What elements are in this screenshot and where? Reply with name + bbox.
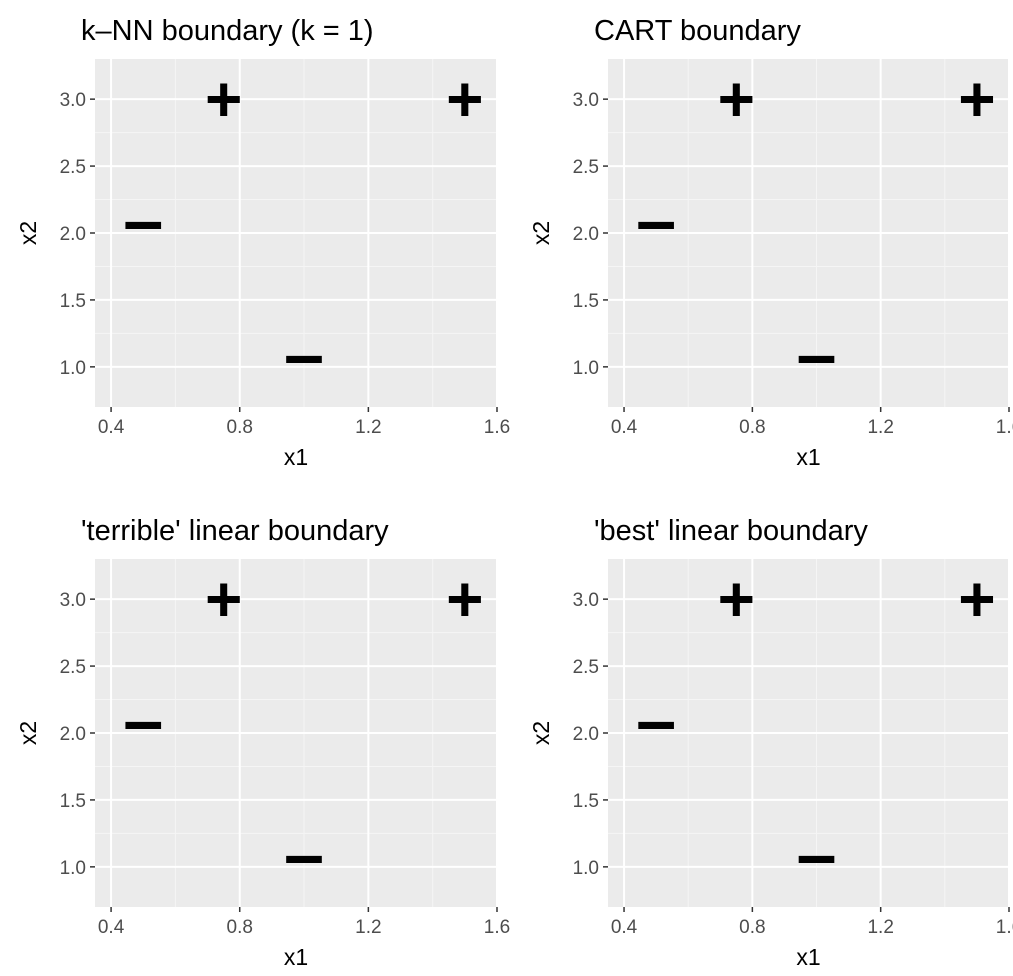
- y-tick-label: 1.0: [573, 858, 599, 879]
- point-negative: –: [123, 681, 163, 761]
- panel-1: 0.4 0.8 1.2 1.6 1.0 1.5 2.0 2.5 3.0 k–NN boundary…: [15, 15, 510, 470]
- y-tick-label: 2.5: [573, 657, 599, 678]
- y-tick-label: 1.5: [60, 291, 86, 312]
- x-tick-label: 0.4: [611, 417, 638, 438]
- y-tick-label: 2.0: [60, 224, 86, 245]
- y-tick-label: 2.5: [60, 657, 86, 678]
- x-tick-label: 0.4: [98, 917, 125, 938]
- x-tick-label: 0.8: [739, 917, 765, 938]
- panel-title: k–NN boundary (k = 1): [81, 15, 374, 47]
- x-tick-label: 0.8: [227, 417, 253, 438]
- point-positive: +: [718, 63, 755, 135]
- x-tick-label: 0.4: [98, 417, 125, 438]
- panel-title: 'best' linear boundary: [594, 515, 868, 547]
- point-positive: +: [718, 563, 755, 635]
- point-positive: +: [958, 63, 995, 135]
- y-axis-title: x2: [15, 721, 41, 745]
- x-tick-label: 0.8: [227, 917, 253, 938]
- x-tick-label: 1.6: [484, 417, 510, 438]
- x-axis-title: x1: [796, 944, 820, 970]
- x-tick-label: 1.2: [355, 917, 381, 938]
- y-tick-label: 1.0: [60, 858, 86, 879]
- x-tick-label: 1.6: [996, 917, 1013, 938]
- y-tick-label: 2.0: [573, 224, 599, 245]
- point-negative: –: [284, 815, 324, 895]
- y-axis-title: x2: [528, 721, 554, 745]
- y-axis-title: x2: [528, 221, 554, 245]
- y-tick-label: 3.0: [573, 590, 599, 611]
- point-negative: –: [284, 315, 324, 395]
- x-axis-title: x1: [284, 944, 308, 970]
- y-tick-label: 1.0: [60, 358, 86, 379]
- point-positive: +: [446, 563, 483, 635]
- panel-3: 0.4 0.8 1.2 1.6 1.0 1.5 2.0 2.5 3.0 'terrible' li…: [15, 515, 510, 970]
- x-axis-title: x1: [284, 444, 308, 470]
- x-tick-label: 0.8: [739, 417, 765, 438]
- panel-2: 0.4 0.8 1.2 1.6 1.0 1.5 2.0 2.5 3.0 CART boundary…: [528, 15, 1013, 470]
- point-positive: +: [958, 563, 995, 635]
- y-tick-label: 3.0: [60, 90, 86, 111]
- y-tick-label: 3.0: [60, 590, 86, 611]
- y-tick-label: 1.5: [573, 291, 599, 312]
- y-tick-label: 2.5: [60, 157, 86, 178]
- point-negative: –: [636, 181, 676, 261]
- x-tick-label: 1.2: [867, 417, 893, 438]
- panel-title: CART boundary: [594, 15, 801, 47]
- y-tick-label: 2.0: [573, 724, 599, 745]
- point-negative: –: [796, 315, 836, 395]
- x-tick-label: 1.2: [867, 917, 893, 938]
- x-tick-label: 1.6: [996, 417, 1013, 438]
- x-tick-label: 0.4: [611, 917, 638, 938]
- y-axis-title: x2: [15, 221, 41, 245]
- panel-title: 'terrible' linear boundary: [81, 515, 389, 547]
- point-negative: –: [123, 181, 163, 261]
- point-positive: +: [205, 563, 242, 635]
- point-positive: +: [446, 63, 483, 135]
- x-axis-title: x1: [796, 444, 820, 470]
- y-tick-label: 1.0: [573, 358, 599, 379]
- y-tick-label: 3.0: [573, 90, 599, 111]
- point-negative: –: [796, 815, 836, 895]
- y-tick-label: 2.5: [573, 157, 599, 178]
- y-tick-label: 1.5: [573, 791, 599, 812]
- point-positive: +: [205, 63, 242, 135]
- point-negative: –: [636, 681, 676, 761]
- y-tick-label: 2.0: [60, 724, 86, 745]
- y-tick-label: 1.5: [60, 791, 86, 812]
- x-tick-label: 1.6: [484, 917, 510, 938]
- panel-4: 0.4 0.8 1.2 1.6 1.0 1.5 2.0 2.5 3.0 'best' linear…: [528, 515, 1013, 970]
- x-tick-label: 1.2: [355, 417, 381, 438]
